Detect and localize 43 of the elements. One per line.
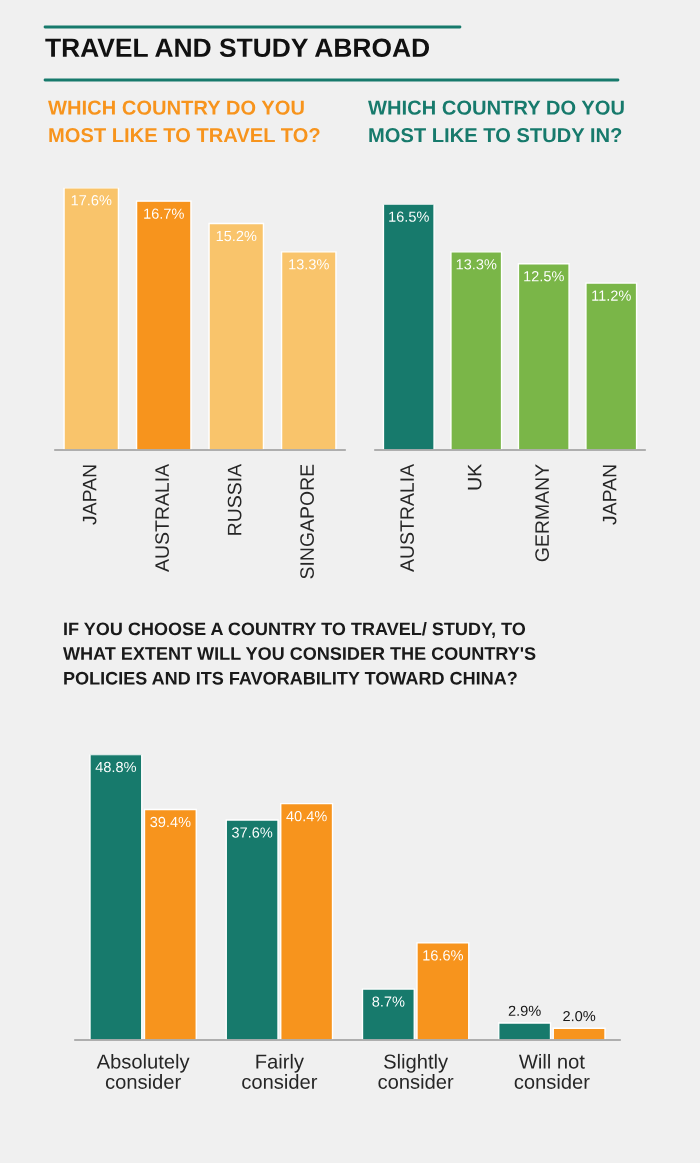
data-label: 12.5% — [524, 271, 564, 282]
data-label: 13.3% — [456, 259, 497, 270]
data-label: 16.5% — [389, 211, 429, 222]
bar — [143, 808, 197, 1040]
data-label: 17.6% — [71, 195, 112, 206]
data-label: 40.4% — [286, 810, 327, 822]
bar — [89, 754, 143, 1040]
x-tick-label: Absolutely consider — [96, 1053, 190, 1089]
data-label: 16.7% — [144, 208, 184, 219]
bar — [208, 222, 265, 450]
text: TRAVEL AND STUDY ABROAD — [45, 38, 430, 58]
x-tick-label: UK — [467, 464, 482, 490]
data-label: 16.6% — [423, 950, 464, 961]
data-label: 11.2% — [592, 290, 631, 301]
chart-title: WHICH COUNTRY DO YOU MOST LIKE TO TRAVEL TO? — [48, 100, 320, 143]
chart-title: IF YOU CHOOSE A COUNTRY TO TRAVEL/ STUDY, TO WHAT EXTENT WILL YOU CONSIDER THE COUNTRY'S POLICIES AND ITS FAVORABILITY TOWARD CHINA? — [63, 622, 536, 685]
x-tick-label: Will not consider — [514, 1053, 590, 1089]
bar — [280, 251, 337, 450]
x-tick-label: Slightly consider — [378, 1053, 454, 1089]
data-label: 37.6% — [232, 827, 273, 838]
data-label: 8.7% — [372, 996, 405, 1007]
chart-title: WHICH COUNTRY DO YOU MOST LIKE TO STUDY IN? — [368, 100, 624, 143]
x-tick-label: SINGAPORE — [300, 464, 314, 579]
x-tick-label: JAPAN — [602, 465, 617, 525]
bar — [517, 263, 570, 450]
data-label: 2.0% — [563, 1010, 596, 1022]
x-tick-label: RUSSIA — [227, 463, 242, 535]
bar — [498, 1022, 552, 1040]
data-label: 39.4% — [150, 816, 191, 828]
bar — [450, 251, 503, 450]
bar — [135, 200, 192, 450]
bar — [382, 204, 435, 450]
x-tick-label: GERMANY — [535, 464, 549, 562]
x-tick-label: JAPAN — [82, 465, 97, 525]
x-tick-label: AUSTRALIA — [400, 463, 414, 572]
x-tick-label: Fairly consider — [242, 1053, 318, 1089]
data-label: 15.2% — [216, 230, 257, 242]
bar — [63, 187, 120, 450]
data-label: 2.9% — [508, 1005, 541, 1016]
data-label: 13.3% — [289, 259, 329, 270]
data-label: 48.8% — [95, 761, 137, 773]
bar — [585, 282, 638, 450]
x-tick-label: AUSTRALIA — [155, 463, 169, 572]
